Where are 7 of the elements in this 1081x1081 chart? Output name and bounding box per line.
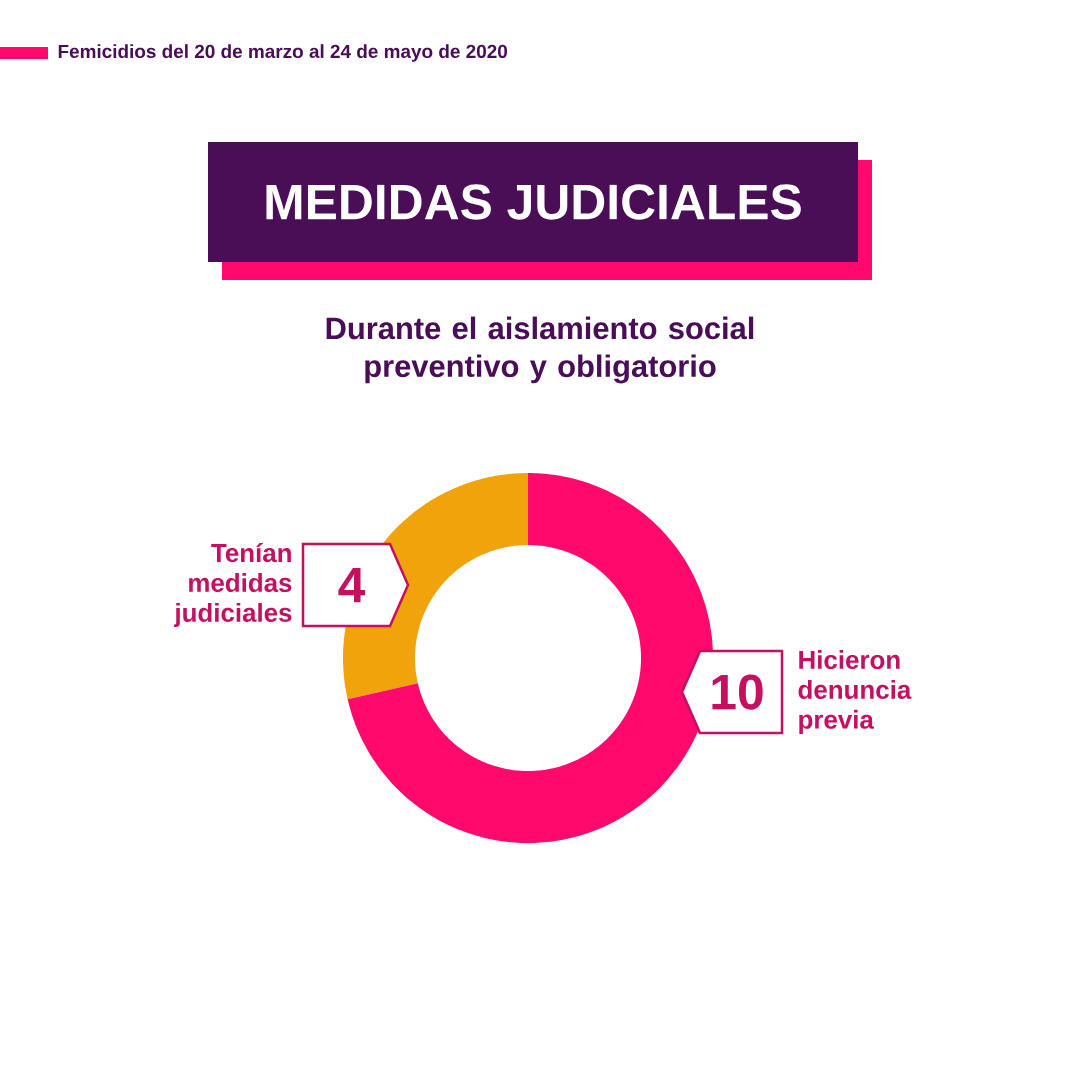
slice-label: Tenían medidas judiciales — [174, 542, 292, 628]
chart-title: MEDIDAS JUDICIALES — [266, 184, 801, 220]
chart-subtitle: Durante el aislamiento social preventivo y obligatorio — [326, 316, 754, 384]
data-label: 4 — [338, 567, 366, 603]
text: Femicidios del 20 de marzo al 24 de mayo de 2020 — [58, 44, 508, 62]
data-label: 10 — [712, 674, 763, 710]
slice-label: Hicieron denuncia previa — [798, 650, 912, 734]
